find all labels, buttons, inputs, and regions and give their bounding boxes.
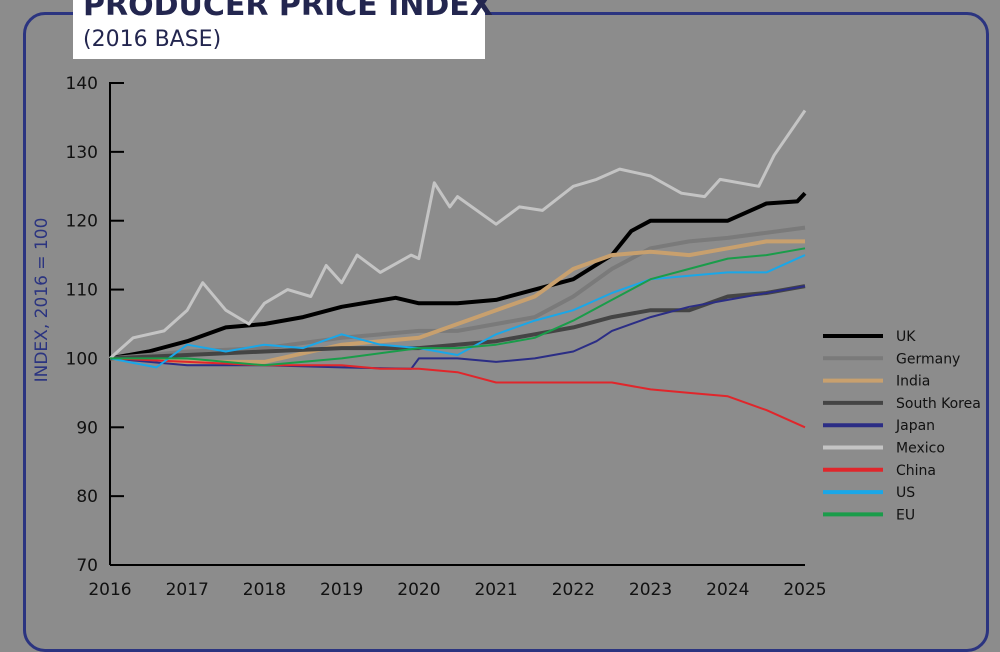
y-tick-label: 110 [66,281,98,301]
legend-label: China [896,463,936,479]
x-tick-label: 2025 [783,580,826,600]
x-tick-label: 2024 [706,580,749,600]
legend-label: US [896,485,915,501]
x-tick-label: 2022 [552,580,595,600]
x-tick-label: 2020 [397,580,440,600]
y-tick-label: 70 [76,556,98,576]
series-line-us [109,254,806,369]
y-tick-label: 90 [76,418,98,438]
chart-subtitle: (2016 BASE) [83,27,222,52]
series-line-mexico [109,109,807,360]
y-tick-label: 140 [66,74,98,94]
x-tick-label: 2021 [474,580,517,600]
legend-label: Mexico [896,441,945,457]
series-line-eu [110,247,806,367]
y-tick-label: 120 [66,212,98,232]
x-tick-label: 2019 [320,580,363,600]
x-tick-label: 2018 [243,580,286,600]
x-tick-label: 2017 [166,580,209,600]
title-box: PRODUCER PRICE INDEX (2016 BASE) [73,0,493,59]
legend-label: South Korea [896,396,981,412]
series-line-south-korea [109,284,806,361]
legend-label: India [896,374,930,390]
legend-label: Japan [895,418,935,434]
series-line-japan [109,285,806,370]
line-chart: 70 80 90 100 110 120 130 140 2016 2017 2018 2019 202… [66,74,981,600]
series-line-germany [109,225,806,361]
y-tick-label: 80 [76,487,98,507]
legend-label: EU [896,507,915,523]
legend-label: Germany [896,351,960,367]
x-tick-label: 2023 [629,580,672,600]
x-tick-label: 2016 [88,580,131,600]
series-line-china [109,357,806,429]
legend-label: UK [896,329,916,345]
chart-title: PRODUCER PRICE INDEX [83,0,493,23]
series-line-india [109,239,805,364]
series-line-uk [109,191,807,361]
y-tick-label: 130 [66,143,98,163]
y-tick-label: 100 [66,349,98,369]
